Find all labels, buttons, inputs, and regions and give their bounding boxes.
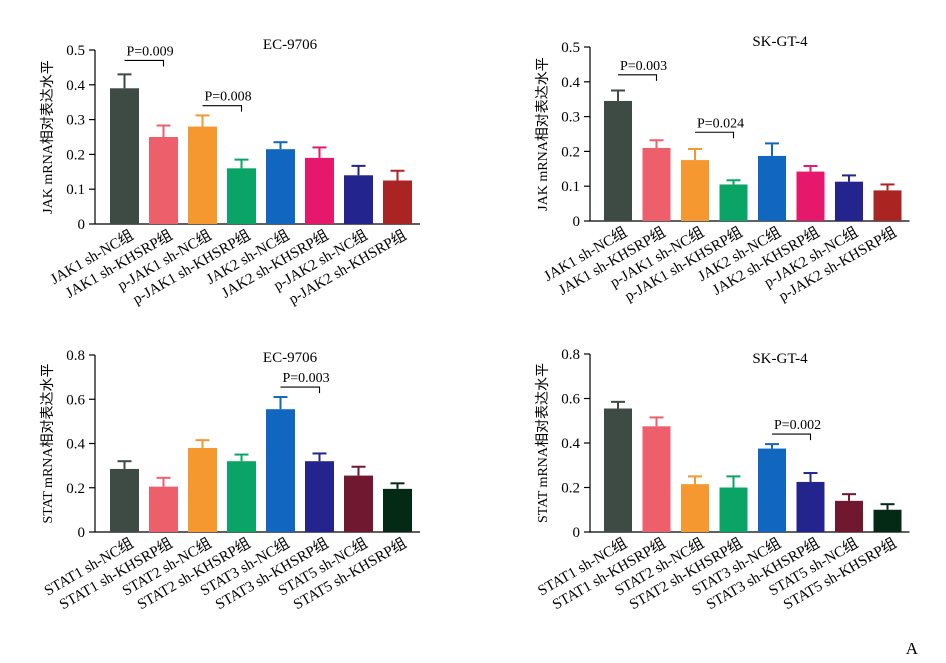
p-value-label: P=0.009 (127, 44, 174, 59)
bar (719, 487, 748, 532)
bar (383, 180, 412, 224)
y-tick-label: 0 (78, 525, 86, 541)
y-tick-label: 0.3 (66, 113, 85, 129)
significance-bracket (280, 386, 321, 394)
bar (227, 461, 256, 532)
p-value-label: P=0.003 (620, 59, 667, 74)
y-axis-label: JAK mRNA相对表达水平 (535, 57, 551, 211)
bar (835, 181, 863, 221)
bar (188, 447, 217, 532)
y-tick-label: 0.2 (561, 481, 580, 497)
p-value-label: P=0.003 (283, 371, 330, 386)
bar (305, 157, 334, 224)
y-tick-label: 0.3 (561, 110, 580, 126)
bar (383, 488, 412, 532)
bar (188, 126, 217, 224)
bar (796, 171, 825, 221)
chart-title: EC-9706 (263, 37, 318, 53)
y-axis-label: JAK mRNA相对表达水平 (40, 60, 56, 214)
chart-title: SK-GT-4 (752, 351, 808, 367)
bar (266, 149, 295, 224)
y-tick-label: 0.2 (561, 144, 580, 160)
y-tick-label: 0.4 (561, 75, 580, 91)
bar (681, 484, 709, 532)
bar (305, 461, 334, 532)
bar (344, 175, 373, 224)
significance-bracket (618, 74, 658, 81)
bar (873, 509, 902, 532)
bar (835, 500, 863, 532)
y-tick-label: 0 (573, 525, 581, 541)
bar (719, 184, 748, 221)
significance-bracket (202, 105, 243, 112)
bar (604, 408, 632, 532)
y-tick-label: 0.1 (66, 182, 85, 198)
bar (681, 160, 709, 221)
significance-bracket (695, 131, 735, 139)
y-tick-label: 0.4 (66, 78, 85, 94)
bar (604, 100, 632, 221)
y-tick-label: 0 (78, 217, 86, 233)
panel-letter: A (905, 639, 918, 658)
p-value-label: P=0.002 (774, 418, 821, 433)
bar (227, 168, 256, 224)
y-axis-label: STAT mRNA相对表达水平 (535, 363, 551, 523)
y-tick-label: 0.4 (66, 437, 85, 453)
y-axis-label: STAT mRNA相对表达水平 (40, 363, 56, 523)
p-value-label: P=0.008 (205, 90, 252, 105)
chart-title: SK-GT-4 (752, 34, 808, 50)
bar (796, 481, 825, 532)
bar (149, 486, 178, 532)
bar (266, 409, 295, 532)
y-tick-label: 0.8 (561, 347, 580, 363)
bar (758, 155, 786, 221)
y-tick-label: 0.1 (561, 179, 580, 195)
y-tick-label: 0.5 (561, 40, 580, 56)
chart-title: EC-9706 (263, 350, 318, 366)
y-tick-label: 0.4 (561, 436, 580, 452)
bar (344, 475, 373, 532)
y-tick-label: 0.6 (561, 392, 580, 408)
bar (758, 448, 786, 532)
p-value-label: P=0.024 (697, 116, 744, 131)
bar (110, 468, 139, 532)
bar (642, 147, 671, 221)
y-tick-label: 0.5 (66, 43, 85, 59)
y-tick-label: 0.6 (66, 392, 85, 408)
y-tick-label: 0.2 (66, 147, 85, 163)
significance-bracket (772, 433, 812, 441)
bar (149, 137, 178, 224)
y-tick-label: 0.2 (66, 481, 85, 497)
y-tick-label: 0.8 (66, 348, 85, 364)
bar (873, 190, 902, 221)
y-tick-label: 0 (573, 214, 581, 230)
significance-bracket (124, 59, 165, 67)
bar (110, 88, 139, 224)
bar (642, 426, 671, 532)
